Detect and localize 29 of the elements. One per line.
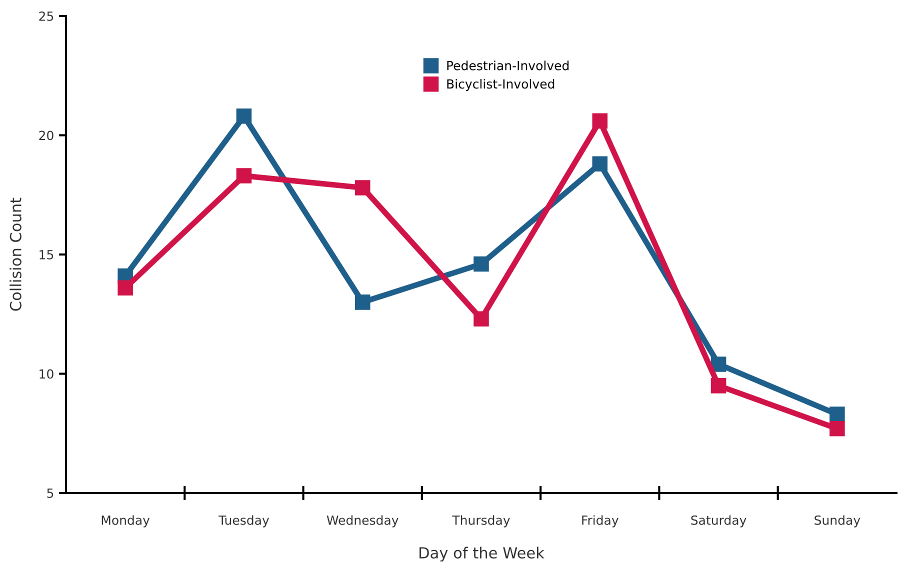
point (474, 311, 489, 327)
x-tick-label: Wednesday (326, 515, 398, 528)
point (474, 256, 489, 272)
legend-label: Pedestrian-Involved (447, 60, 569, 70)
x-tick-label: Monday (102, 515, 150, 528)
x-tick-label: Saturday (691, 515, 746, 528)
point (830, 406, 845, 422)
x-tick-label: Thursday (452, 515, 510, 528)
y-tick-label: 25 (39, 11, 54, 21)
point (710, 356, 726, 372)
point (592, 156, 608, 172)
legend-label: Bicyclist-Involved (447, 78, 554, 92)
point (236, 108, 252, 124)
point (830, 420, 845, 436)
point (236, 168, 252, 184)
y-tick-label: 20 (39, 130, 54, 140)
y-tick-label: 15 (40, 250, 54, 260)
x-tick-label: Friday (582, 515, 618, 528)
point (592, 113, 608, 129)
x-axis-title: Day of the Week (420, 546, 544, 562)
y-tick-label: 5 (47, 488, 54, 498)
y-tick-label: 10 (40, 369, 54, 379)
point (118, 280, 133, 296)
point (354, 294, 370, 310)
x-tick-label: Tuesday (218, 515, 270, 528)
x-tick-label: Sunday (814, 515, 860, 528)
point (354, 180, 370, 196)
point (710, 378, 726, 394)
y-axis-title: Collision Count (10, 198, 22, 311)
